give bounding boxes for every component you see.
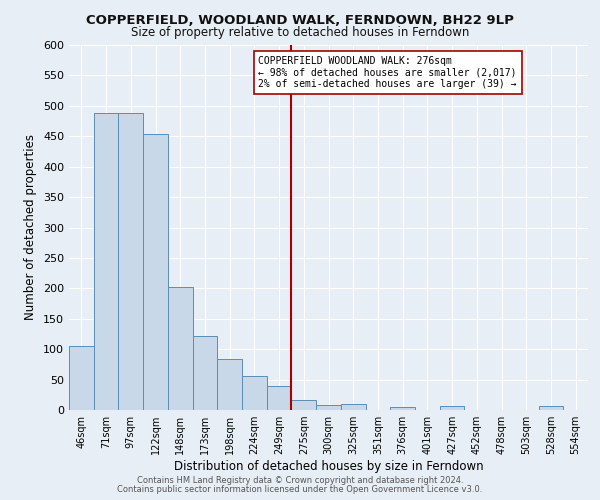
Bar xyxy=(242,376,267,410)
Bar xyxy=(341,404,365,410)
Bar xyxy=(440,406,464,410)
Text: Contains HM Land Registry data © Crown copyright and database right 2024.: Contains HM Land Registry data © Crown c… xyxy=(137,476,463,485)
X-axis label: Distribution of detached houses by size in Ferndown: Distribution of detached houses by size … xyxy=(173,460,484,473)
Bar xyxy=(217,359,242,410)
Bar xyxy=(118,113,143,410)
Bar xyxy=(69,346,94,410)
Text: Size of property relative to detached houses in Ferndown: Size of property relative to detached ho… xyxy=(131,26,469,39)
Bar xyxy=(143,134,168,410)
Bar xyxy=(168,287,193,410)
Bar xyxy=(267,386,292,410)
Bar xyxy=(193,336,217,410)
Text: Contains public sector information licensed under the Open Government Licence v3: Contains public sector information licen… xyxy=(118,485,482,494)
Y-axis label: Number of detached properties: Number of detached properties xyxy=(25,134,37,320)
Bar xyxy=(316,404,341,410)
Text: COPPERFIELD WOODLAND WALK: 276sqm
← 98% of detached houses are smaller (2,017)
2: COPPERFIELD WOODLAND WALK: 276sqm ← 98% … xyxy=(259,56,517,89)
Text: COPPERFIELD, WOODLAND WALK, FERNDOWN, BH22 9LP: COPPERFIELD, WOODLAND WALK, FERNDOWN, BH… xyxy=(86,14,514,27)
Bar xyxy=(94,113,118,410)
Bar xyxy=(539,406,563,410)
Bar xyxy=(292,400,316,410)
Bar xyxy=(390,407,415,410)
